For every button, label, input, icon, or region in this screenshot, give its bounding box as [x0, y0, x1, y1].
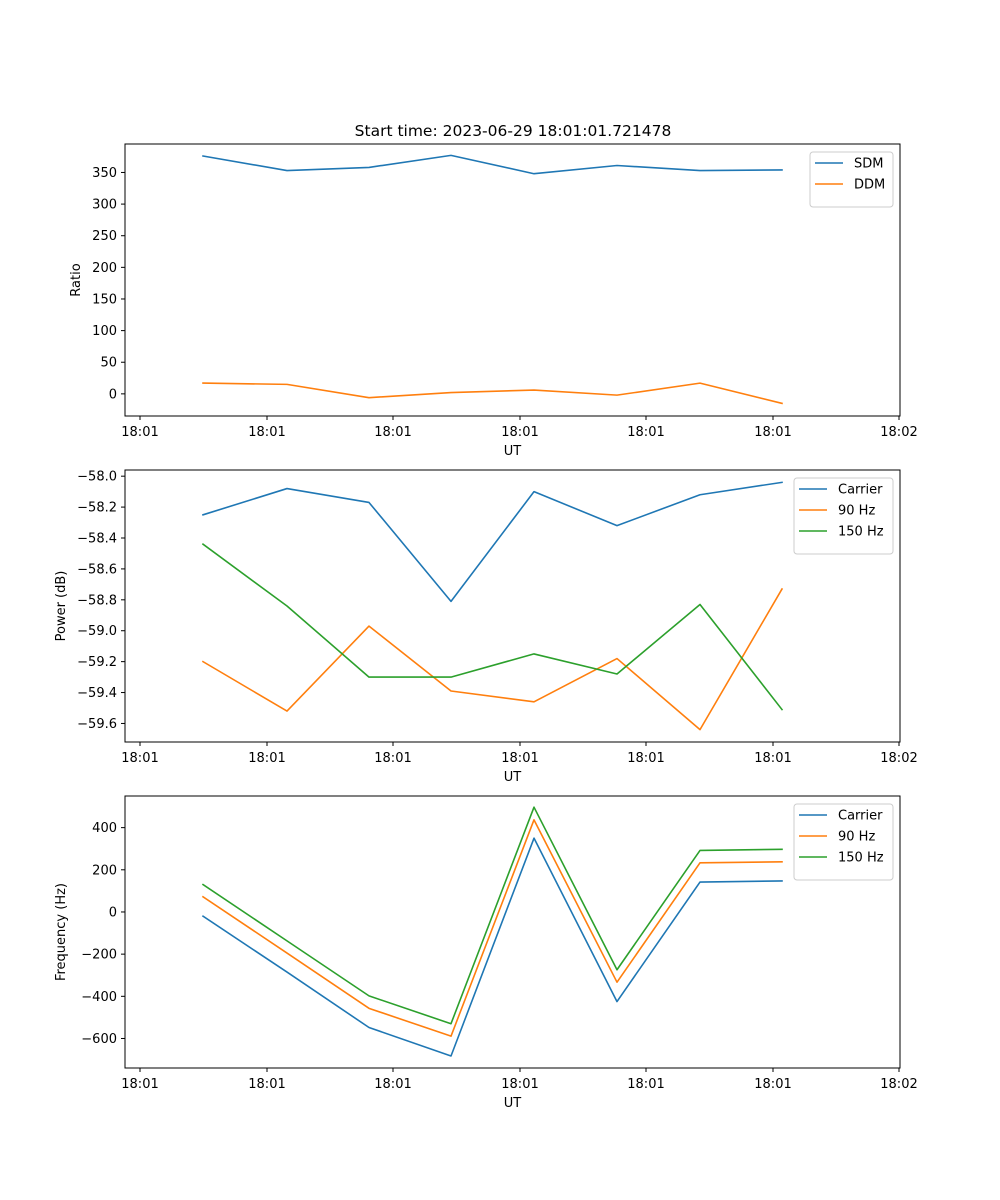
x-axis-label: UT	[504, 770, 522, 785]
y-tick-label: 150	[92, 292, 117, 307]
legend-label: Carrier	[838, 483, 883, 498]
x-tick-label: 18:01	[248, 425, 285, 440]
series-line-carrier	[201, 481, 783, 603]
legend-label: 90 Hz	[838, 504, 875, 519]
x-tick-label: 18:02	[880, 751, 917, 766]
y-axis-label: Ratio	[69, 263, 84, 296]
series-line-ddm	[202, 382, 783, 405]
y-tick-label: 0	[109, 905, 117, 920]
y-tick-label: 200	[92, 863, 117, 878]
legend-label: 90 Hz	[838, 830, 875, 845]
y-tick-label: −59.6	[77, 717, 117, 732]
x-tick-label: 18:01	[754, 751, 791, 766]
series-line-90-hz	[201, 819, 783, 1037]
y-tick-label: 100	[92, 324, 117, 339]
legend-label: 150 Hz	[838, 851, 884, 866]
series-line-carrier	[201, 837, 783, 1057]
y-tick-label: 400	[92, 821, 117, 836]
legend-label: 150 Hz	[838, 525, 884, 540]
y-tick-label: 0	[109, 387, 117, 402]
legend-box	[809, 151, 894, 208]
y-tick-label: 50	[100, 356, 117, 371]
y-tick-label: −600	[81, 1032, 117, 1047]
series-line-150-hz	[201, 806, 783, 1025]
x-tick-label: 18:01	[754, 425, 791, 440]
x-tick-label: 18:01	[374, 425, 411, 440]
y-tick-label: 250	[92, 229, 117, 244]
x-tick-label: 18:01	[374, 1077, 411, 1092]
axes-frame	[124, 469, 901, 743]
panel-3: 18:01 18:01 18:01 18:01 18:01 18:01 18:02 −600 −…	[54, 795, 918, 1111]
panels: 18:01 18:01 18:01 18:01 18:01 18:01 18:02 0 50 10…	[54, 143, 918, 1111]
x-tick-label: 18:01	[248, 751, 285, 766]
y-tick-label: −58.6	[77, 562, 117, 577]
y-axis-label: Frequency (Hz)	[54, 883, 69, 981]
y-tick-label: −58.0	[77, 470, 117, 485]
y-tick-label: −58.8	[77, 593, 117, 608]
x-tick-label: 18:01	[121, 1077, 158, 1092]
y-tick-label: −200	[81, 948, 117, 963]
y-tick-label: 200	[92, 261, 117, 276]
x-tick-label: 18:01	[501, 751, 538, 766]
x-axis-label: UT	[504, 444, 522, 459]
x-axis-label: UT	[504, 1096, 522, 1111]
panel-2: 18:01 18:01 18:01 18:01 18:01 18:01 18:02 −59.6…	[54, 469, 918, 785]
y-tick-label: −58.2	[77, 501, 117, 516]
x-tick-label: 18:01	[121, 425, 158, 440]
x-tick-label: 18:01	[374, 751, 411, 766]
y-tick-label: −59.4	[77, 686, 117, 701]
legend-box	[793, 477, 894, 555]
series-line-sdm	[202, 154, 783, 175]
legend-label: Carrier	[838, 809, 883, 824]
y-tick-label: −59.0	[77, 624, 117, 639]
x-tick-label: 18:02	[880, 1077, 917, 1092]
axes-frame	[124, 795, 901, 1069]
x-tick-label: 18:01	[121, 751, 158, 766]
y-tick-label: 350	[92, 166, 117, 181]
panel-1: 18:01 18:01 18:01 18:01 18:01 18:01 18:02 0 50 10…	[69, 143, 918, 459]
legend-label: DDM	[854, 178, 885, 193]
y-axis-label: Power (dB)	[54, 571, 69, 642]
x-tick-label: 18:02	[880, 425, 917, 440]
figure-title: Start time: 2023-06-29 18:01:01.721478	[355, 122, 672, 140]
y-tick-label: −59.2	[77, 655, 117, 670]
x-tick-label: 18:01	[501, 1077, 538, 1092]
legend-label: SDM	[854, 157, 883, 172]
x-tick-label: 18:01	[248, 1077, 285, 1092]
series-line-90-hz	[201, 587, 784, 731]
x-tick-label: 18:01	[754, 1077, 791, 1092]
axes-frame	[124, 143, 901, 417]
x-tick-label: 18:01	[501, 425, 538, 440]
x-tick-label: 18:01	[627, 751, 664, 766]
series-line-150-hz	[201, 543, 784, 711]
x-tick-label: 18:01	[627, 1077, 664, 1092]
legend-box	[793, 803, 894, 881]
y-tick-label: 300	[92, 198, 117, 213]
y-tick-label: −58.4	[77, 532, 117, 547]
y-tick-label: −400	[81, 990, 117, 1005]
x-tick-label: 18:01	[627, 425, 664, 440]
